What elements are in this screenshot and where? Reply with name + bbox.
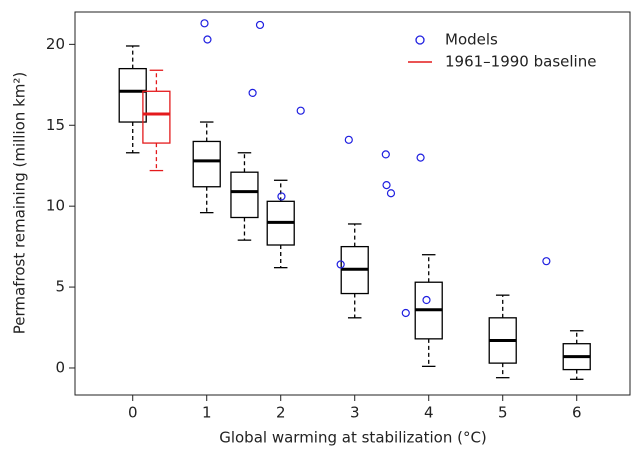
model-point — [542, 257, 551, 266]
model-point — [381, 150, 390, 159]
x-tick-label: 2 — [276, 404, 286, 422]
x-tick-label: 3 — [350, 404, 360, 422]
x-tick-label: 1 — [202, 404, 212, 422]
model-point — [200, 19, 209, 28]
x-tick-label: 6 — [572, 404, 582, 422]
box — [118, 67, 147, 123]
model-point — [416, 153, 425, 162]
legend-marker — [415, 35, 425, 45]
y-tick-label: 20 — [46, 35, 65, 53]
x-tick-label: 0 — [128, 404, 138, 422]
box — [230, 171, 259, 219]
model-point — [203, 35, 212, 44]
box — [192, 140, 221, 188]
model-point — [386, 189, 396, 198]
y-tick-label: 10 — [46, 197, 65, 215]
box — [142, 90, 171, 144]
model-point — [401, 308, 410, 318]
y-tick-label: 0 — [55, 358, 65, 376]
legend-label: 1961–1990 baseline — [445, 53, 596, 71]
model-point — [422, 295, 431, 305]
model-point — [277, 192, 286, 201]
x-axis-label: Global warming at stabilization (°C) — [219, 429, 487, 447]
y-axis-label: Permafrost remaining (million km²) — [11, 72, 29, 334]
model-point — [248, 88, 257, 98]
x-tick-label: 5 — [498, 404, 508, 422]
legend-label: Models — [445, 31, 498, 49]
model-point — [296, 106, 305, 115]
y-tick-label: 15 — [46, 116, 65, 134]
y-tick-label: 5 — [55, 278, 65, 296]
model-point — [255, 20, 265, 30]
model-point — [336, 260, 345, 269]
x-tick-label: 4 — [424, 404, 434, 422]
model-point — [344, 135, 353, 144]
plot-frame — [74, 11, 631, 396]
model-point — [382, 181, 391, 190]
